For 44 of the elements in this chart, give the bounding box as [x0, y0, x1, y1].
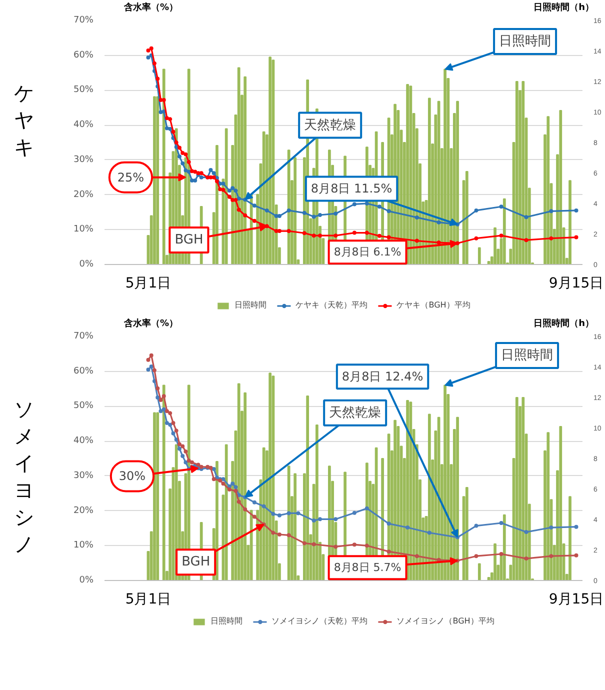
y-tick-label: 70% [73, 16, 94, 26]
y-tick-label: 10% [73, 540, 94, 551]
annotation: BGH [182, 554, 210, 570]
y-tick-label: 60% [73, 366, 94, 376]
y-tick-label: 10% [73, 224, 94, 235]
y-axis-title: 含水率（%） [124, 2, 178, 15]
x-tick-label: 5月1日 [125, 592, 172, 608]
annotation: 天然乾燥 [304, 118, 356, 133]
text: ケヤキ [14, 80, 34, 161]
annotation: 8月8日 6.1% [334, 246, 402, 259]
y-tick-label: 70% [73, 332, 94, 342]
y-tick-label: 40% [73, 120, 94, 130]
y-tick-label: 50% [73, 401, 94, 412]
x-tick-label: 5月1日 [125, 276, 172, 292]
y-tick-label: 30% [73, 470, 94, 481]
text: ソメイヨシノ [14, 396, 34, 558]
legend-label: ケヤキ（BGH）平均 [396, 300, 470, 310]
legend-label: ソメイヨシノ（天乾）平均 [272, 616, 368, 626]
y-axis-title: 含水率（%） [124, 318, 178, 331]
annotation: BGH [174, 232, 204, 248]
y-tick-label: 30% [73, 154, 94, 165]
legend-label: ソメイヨシノ（BGH）平均 [396, 616, 494, 626]
y-tick-label: 50% [73, 85, 94, 96]
x-tick-label: 9月15日 [548, 276, 604, 292]
x-tick-label: 9月15日 [548, 592, 604, 608]
annotation: 天然乾燥 [329, 405, 382, 420]
y-tick-label: 20% [73, 506, 94, 516]
annotation: 30% [118, 469, 146, 484]
annotation: 日照時間 [499, 34, 552, 50]
legend-label: 日照時間 [234, 300, 267, 310]
y-tick-label: 20% [73, 190, 94, 200]
annotation: 8月8日 11.5% [310, 182, 392, 196]
annotation: 25% [117, 170, 144, 184]
annotation: 8月8日 12.4% [342, 370, 424, 384]
annotation: 日照時間 [501, 348, 554, 364]
y-tick-label: 0% [79, 576, 94, 586]
y2-axis-title: 日照時間（h） [534, 318, 594, 331]
y-tick-label: 0% [79, 260, 94, 270]
y-tick-label: 40% [73, 436, 94, 446]
legend-label: ケヤキ（天乾）平均 [296, 300, 368, 310]
annotation: 8月8日 5.7% [334, 561, 402, 574]
y-tick-label: 60% [73, 50, 94, 60]
y2-axis-title: 日照時間（h） [534, 2, 594, 15]
legend-label: 日照時間 [210, 616, 243, 626]
